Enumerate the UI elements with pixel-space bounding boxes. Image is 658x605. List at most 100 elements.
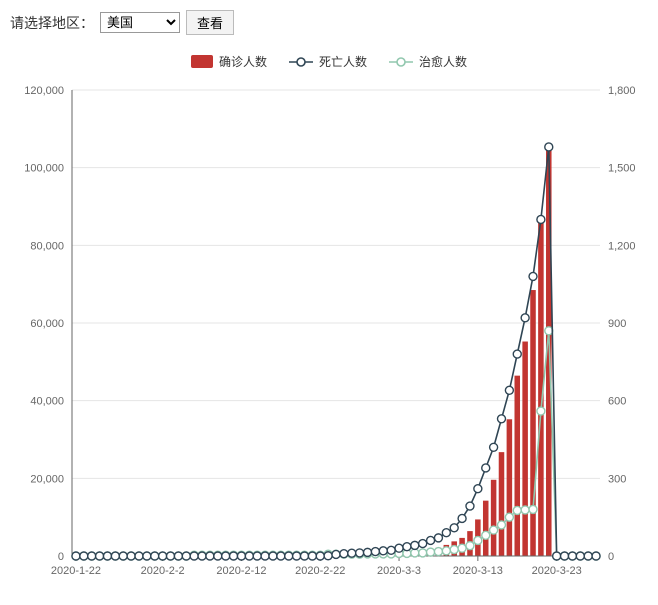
marker xyxy=(387,546,395,554)
marker xyxy=(159,552,167,560)
svg-text:0: 0 xyxy=(58,551,64,563)
marker xyxy=(261,552,269,560)
marker xyxy=(497,415,505,423)
marker xyxy=(482,531,490,539)
marker xyxy=(411,549,419,557)
marker xyxy=(584,552,592,560)
legend-label: 死亡人数 xyxy=(319,53,367,70)
marker xyxy=(521,314,529,322)
marker xyxy=(135,552,143,560)
marker xyxy=(103,552,111,560)
marker xyxy=(537,407,545,415)
line-swatch-icon xyxy=(289,56,313,68)
svg-text:600: 600 xyxy=(608,396,626,408)
svg-text:1,800: 1,800 xyxy=(608,85,636,97)
marker xyxy=(395,544,403,552)
marker xyxy=(505,513,513,521)
marker xyxy=(442,547,450,555)
marker xyxy=(576,552,584,560)
bar xyxy=(491,480,497,556)
marker xyxy=(561,552,569,560)
marker xyxy=(411,541,419,549)
chart-area: 020,00040,00060,00080,000100,000120,0000… xyxy=(10,84,648,584)
legend-item-recovered[interactable]: 治愈人数 xyxy=(389,53,467,70)
marker xyxy=(450,524,458,532)
marker xyxy=(174,552,182,560)
marker xyxy=(222,552,230,560)
svg-text:80,000: 80,000 xyxy=(30,240,64,252)
svg-text:0: 0 xyxy=(608,551,614,563)
marker xyxy=(308,552,316,560)
marker xyxy=(182,552,190,560)
legend-label: 确诊人数 xyxy=(219,53,267,70)
marker xyxy=(245,552,253,560)
marker xyxy=(537,215,545,223)
legend: 确诊人数 死亡人数 治愈人数 xyxy=(10,53,648,70)
marker xyxy=(442,529,450,537)
marker xyxy=(316,552,324,560)
region-label: 请选择地区： xyxy=(10,13,94,33)
legend-item-confirmed[interactable]: 确诊人数 xyxy=(191,53,267,70)
marker xyxy=(419,540,427,548)
marker xyxy=(553,552,561,560)
svg-text:2020-3-23: 2020-3-23 xyxy=(532,565,582,577)
marker xyxy=(277,552,285,560)
svg-text:2020-3-3: 2020-3-3 xyxy=(377,565,421,577)
svg-text:2020-2-12: 2020-2-12 xyxy=(216,565,266,577)
marker xyxy=(119,552,127,560)
marker xyxy=(332,550,340,558)
marker xyxy=(143,552,151,560)
svg-text:2020-2-22: 2020-2-22 xyxy=(295,565,345,577)
marker xyxy=(324,552,332,560)
region-controls: 请选择地区： 美国 查看 xyxy=(10,10,648,35)
marker xyxy=(592,552,600,560)
marker xyxy=(190,552,198,560)
marker xyxy=(521,506,529,514)
marker xyxy=(490,526,498,534)
marker xyxy=(348,549,356,557)
marker xyxy=(568,552,576,560)
svg-text:60,000: 60,000 xyxy=(30,318,64,330)
marker xyxy=(88,552,96,560)
region-select[interactable]: 美国 xyxy=(100,12,180,33)
legend-item-deaths[interactable]: 死亡人数 xyxy=(289,53,367,70)
svg-text:20,000: 20,000 xyxy=(30,473,64,485)
marker xyxy=(434,548,442,556)
marker xyxy=(206,552,214,560)
marker xyxy=(529,272,537,280)
svg-text:900: 900 xyxy=(608,318,626,330)
marker xyxy=(545,143,553,151)
marker xyxy=(379,547,387,555)
svg-text:2020-1-22: 2020-1-22 xyxy=(51,565,101,577)
svg-text:2020-2-2: 2020-2-2 xyxy=(141,565,185,577)
bar xyxy=(483,501,489,556)
svg-text:1,500: 1,500 xyxy=(608,163,636,175)
marker xyxy=(490,443,498,451)
marker xyxy=(300,552,308,560)
marker xyxy=(427,548,435,556)
marker xyxy=(230,552,238,560)
marker xyxy=(419,549,427,557)
marker xyxy=(513,350,521,358)
marker xyxy=(364,548,372,556)
svg-text:300: 300 xyxy=(608,473,626,485)
marker xyxy=(214,552,222,560)
marker xyxy=(72,552,80,560)
svg-text:1,200: 1,200 xyxy=(608,240,636,252)
chart-svg: 020,00040,00060,00080,000100,000120,0000… xyxy=(10,84,648,584)
marker xyxy=(403,543,411,551)
marker xyxy=(482,464,490,472)
marker xyxy=(458,544,466,552)
svg-text:120,000: 120,000 xyxy=(24,85,64,97)
marker xyxy=(505,386,513,394)
view-button[interactable]: 查看 xyxy=(186,10,234,35)
bar xyxy=(514,376,520,556)
bar xyxy=(530,290,536,556)
marker xyxy=(466,502,474,510)
marker xyxy=(293,552,301,560)
marker xyxy=(269,552,277,560)
svg-text:100,000: 100,000 xyxy=(24,163,64,175)
marker xyxy=(474,485,482,493)
marker xyxy=(237,552,245,560)
marker xyxy=(371,548,379,556)
